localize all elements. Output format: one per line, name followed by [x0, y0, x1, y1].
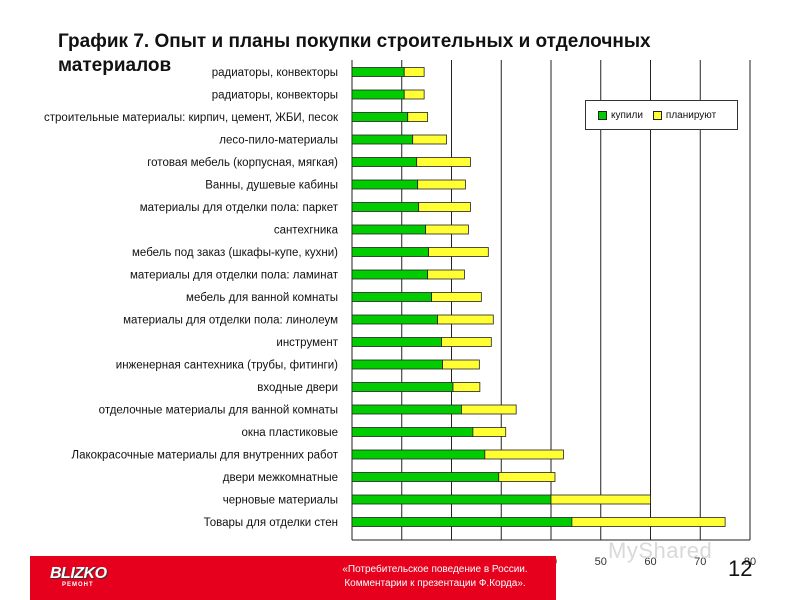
bar-planned — [427, 269, 465, 280]
category-label: радиаторы, конвекторы — [212, 67, 338, 79]
chart-title-line1: График 7. Опыт и планы покупки строитель… — [58, 31, 651, 52]
category-label: инженерная сантехника (трубы, фитинги) — [116, 360, 338, 372]
bar-planned — [403, 67, 425, 77]
chart-title-line2: материалов — [58, 55, 172, 76]
watermark: MyShared — [608, 538, 713, 563]
category-label: Товары для отделки стен — [204, 517, 338, 529]
category-label: Ванны, душевые кабины — [205, 180, 338, 192]
bar-planned — [442, 359, 480, 370]
bar-bought — [351, 112, 409, 122]
bar-planned — [417, 179, 466, 190]
legend-label-bought: купили — [611, 109, 643, 121]
bar-planned — [472, 427, 507, 437]
bar-bought — [351, 517, 573, 527]
bar-bought — [351, 67, 405, 77]
bar-bought — [351, 292, 432, 302]
logo-subtext: РЕМОНТ — [62, 582, 94, 588]
footer-caption: «Потребительское поведение в России. Ком… — [320, 563, 550, 591]
x-tick-label: 70 — [694, 556, 706, 568]
footer-caption-line2: Комментарии к презентации Ф.Корда». — [344, 578, 526, 589]
legend-item-planned: планируют — [652, 109, 717, 121]
chart-legend: купили планируют — [585, 100, 738, 130]
bar-planned — [498, 472, 556, 482]
bar-planned — [461, 404, 517, 415]
category-label: готовая мебель (корпусная, мягкая) — [147, 157, 338, 169]
category-label: входные двери — [257, 382, 338, 394]
page-number: 12 — [728, 556, 753, 581]
legend-label-planned: планируют — [665, 109, 717, 121]
bar-bought — [351, 427, 474, 437]
bar-planned — [484, 449, 564, 460]
bar-bought — [351, 134, 414, 145]
chart-title: График 7. Опыт и планы покупки строитель… — [58, 30, 738, 78]
category-label: сантехгника — [274, 225, 339, 237]
bar-bought — [351, 202, 420, 212]
bar-bought — [351, 269, 429, 280]
bar-planned — [425, 224, 469, 235]
category-label: инструмент — [276, 337, 338, 349]
bar-bought — [351, 224, 427, 235]
category-label: окна пластиковые — [242, 427, 338, 439]
bar-bought — [351, 157, 418, 167]
category-label: лесо-пило-материалы — [219, 135, 338, 147]
x-tick-label: 50 — [595, 556, 607, 568]
bar-planned — [571, 517, 726, 527]
category-label: черновые материалы — [223, 495, 338, 507]
bar-planned — [412, 134, 447, 145]
bar-planned — [403, 89, 425, 100]
category-label: Лакокрасочные материалы для внутренних р… — [72, 450, 339, 462]
bar-planned — [452, 382, 481, 392]
category-label: двери межкомнатные — [223, 472, 338, 484]
category-label: мебель под заказ (шкафы-купе, кухни) — [132, 247, 338, 259]
bar-bought — [351, 247, 430, 257]
bar-bought — [351, 472, 500, 482]
bar-bought — [351, 449, 486, 460]
logo-text: BLIZKO — [50, 565, 107, 582]
category-label: строительные материалы: кирпич, цемент, … — [44, 112, 339, 124]
category-label: отделочные материалы для ванной комнаты — [99, 405, 338, 417]
legend-swatch-bought — [598, 110, 607, 120]
bar-bought — [351, 314, 438, 325]
bar-bought — [351, 404, 462, 415]
bar-bought — [351, 494, 552, 505]
bar-planned — [407, 112, 429, 122]
bar-planned — [550, 494, 651, 505]
bar-planned — [441, 337, 492, 347]
bar-planned — [431, 292, 482, 302]
bar-planned — [418, 202, 471, 212]
x-tick-label: 60 — [644, 556, 656, 568]
category-label: радиаторы, конвекторы — [212, 90, 338, 102]
bar-bought — [351, 337, 442, 347]
bar-planned — [437, 314, 494, 325]
bar-planned — [416, 157, 471, 167]
bar-bought — [351, 382, 454, 392]
category-label: материалы для отделки пола: ламинат — [130, 270, 339, 282]
category-label: мебель для ванной комнаты — [186, 292, 338, 304]
legend-swatch-planned — [652, 110, 662, 120]
bar-bought — [351, 89, 405, 100]
category-label: материалы для отделки пола: паркет — [140, 202, 339, 214]
bar-bought — [351, 359, 443, 370]
bar-bought — [351, 179, 419, 190]
legend-item-bought: купили — [598, 110, 643, 121]
x-tick-label: 80 — [744, 556, 756, 568]
brand-logo: BLIZKO РЕМОНТ — [50, 565, 128, 589]
bar-planned — [428, 247, 489, 257]
footer-caption-line1: «Потребительское поведение в России. — [342, 564, 528, 575]
footer-bar: BLIZKO РЕМОНТ «Потребительское поведение… — [30, 556, 556, 600]
category-label: материалы для отделки пола: линолеум — [123, 315, 338, 327]
